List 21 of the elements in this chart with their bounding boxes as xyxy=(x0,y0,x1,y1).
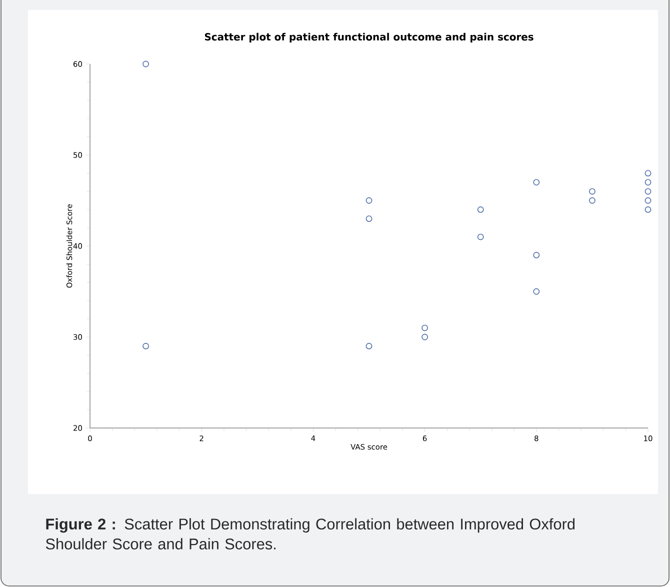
point xyxy=(477,206,484,213)
point xyxy=(366,342,372,350)
point xyxy=(533,288,540,295)
point xyxy=(644,170,652,176)
point xyxy=(644,206,652,213)
point xyxy=(533,179,540,186)
point xyxy=(477,234,484,240)
point xyxy=(589,197,596,204)
point xyxy=(142,60,150,68)
point xyxy=(422,334,428,340)
text: Figure 2 : Scatter Plot Demonstrating Correlation between Improved Oxford Shoulder Score and Pain Scores. xyxy=(46,518,575,550)
point xyxy=(422,324,428,332)
point xyxy=(589,188,596,195)
point xyxy=(142,342,150,350)
point xyxy=(366,197,372,204)
point xyxy=(644,197,652,204)
point xyxy=(644,188,652,195)
point xyxy=(366,216,372,222)
point xyxy=(644,179,652,186)
chart-title: Scatter plot of patient functional outcome and pain scores xyxy=(204,32,534,43)
point xyxy=(533,252,540,258)
